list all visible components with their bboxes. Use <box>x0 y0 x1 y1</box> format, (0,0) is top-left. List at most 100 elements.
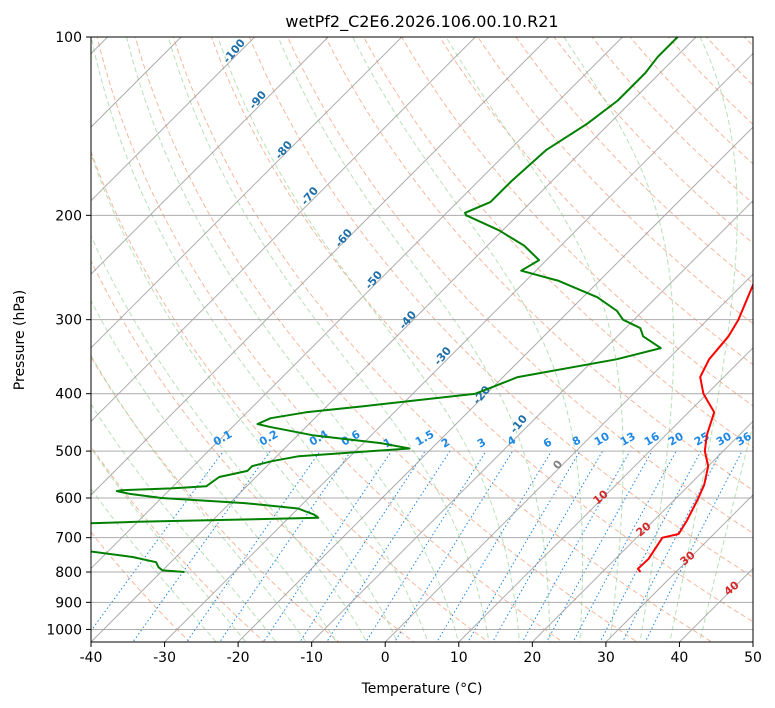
x-axis-ticks: -40 -30 -20 -10 0 10 20 30 40 50 <box>80 642 762 666</box>
dry-adiabat <box>515 37 753 284</box>
dry-adiabat-label: 10 <box>591 487 611 507</box>
mixing-ratio-line <box>132 450 271 642</box>
moist-adiabat-label: -70 <box>298 184 321 208</box>
mixing-ratio-line <box>299 450 426 642</box>
y-tick-label: 700 <box>55 531 82 547</box>
dry-adiabat <box>667 37 753 126</box>
moist-adiabat-label: -100 <box>220 36 248 66</box>
isotherm <box>91 37 624 570</box>
grid-lines <box>91 37 753 642</box>
mixing-ratio-line <box>467 450 581 642</box>
x-tick-label: 20 <box>523 650 541 666</box>
moist-adiabat-label: -80 <box>272 138 295 162</box>
y-tick-label: 500 <box>55 444 82 460</box>
dry-adiabat-label: 30 <box>678 548 698 568</box>
moist-adiabat-label: -10 <box>507 412 530 436</box>
dry-adiabat <box>439 37 753 366</box>
dry-adiabat <box>477 37 753 325</box>
moist-adiabat-label: -60 <box>332 226 355 250</box>
x-tick-label: 50 <box>744 650 762 666</box>
moist-adiabat-label: -40 <box>396 308 419 332</box>
moist-adiabat-label: -90 <box>246 88 269 112</box>
x-tick-label: 0 <box>381 650 390 666</box>
x-tick-label: 30 <box>597 650 615 666</box>
moist-adiabat <box>91 487 217 642</box>
dry-adiabat <box>91 531 191 642</box>
isotherm <box>163 52 753 642</box>
dry-adiabat <box>553 37 753 244</box>
y-tick-label: 100 <box>55 30 82 46</box>
dry-adiabat <box>325 37 753 491</box>
dry-adiabat <box>172 37 713 642</box>
dry-adiabat <box>705 37 753 86</box>
dry-adiabat <box>248 37 753 578</box>
y-tick-label: 300 <box>55 313 82 329</box>
y-tick-label: 1000 <box>46 622 82 638</box>
reference-lines <box>91 24 775 654</box>
mixing-ratio-label: 3 <box>475 436 488 451</box>
isotherm <box>531 420 753 642</box>
mixing-ratio-label: 16 <box>642 430 662 449</box>
moist-adiabat <box>669 37 738 642</box>
dry-adiabat <box>91 445 266 642</box>
x-tick-label: 40 <box>671 650 689 666</box>
isotherm <box>91 37 329 275</box>
isotherm <box>605 494 753 642</box>
isotherm <box>91 37 256 202</box>
moist-adiabat <box>91 447 247 642</box>
dry-adiabat <box>96 37 564 642</box>
mixing-ratio-line <box>492 450 604 642</box>
reference-labels: 0.1 0.2 0.4 0.6 1 1.5 2 3 4 6 8 10 13 16 20 25 30 36-100-… <box>211 36 754 598</box>
mixing-ratio-label: 0.2 <box>257 428 280 449</box>
dry-adiabat <box>134 37 639 642</box>
x-axis-label: Temperature (°C) <box>361 681 483 697</box>
isotherm <box>91 37 550 496</box>
dry-adiabat <box>743 37 753 47</box>
y-axis-ticks: 100 200 300 400 500 600 700 800 900 1000 <box>46 30 91 638</box>
moist-adiabat <box>563 37 675 642</box>
dry-adiabat <box>91 150 489 642</box>
dry-adiabat <box>770 24 775 654</box>
moist-adiabat <box>91 234 368 642</box>
y-axis-label: Pressure (hPa) <box>12 290 28 390</box>
moist-adiabat <box>91 37 429 642</box>
x-tick-label: -20 <box>227 650 250 666</box>
plot-frame <box>90 36 754 643</box>
mixing-ratio-label: 1.5 <box>413 428 436 449</box>
mixing-ratio-line <box>394 450 514 642</box>
dry-adiabat <box>363 37 753 449</box>
mixing-ratio-label: 0.4 <box>307 427 331 448</box>
moist-adiabat <box>91 152 398 642</box>
isotherm <box>91 37 182 128</box>
mixing-ratio-label: 2 <box>439 436 452 451</box>
mixing-ratio-label: 13 <box>618 430 638 449</box>
x-tick-label: -40 <box>80 650 103 666</box>
moist-adiabat-label: 0 <box>550 457 565 471</box>
chart-title: wetPf2_C2E6.2026.106.00.10.R21 <box>285 12 558 32</box>
dry-adiabat <box>91 356 340 642</box>
mixing-ratio-label: 6 <box>541 435 554 450</box>
temperature-profile <box>636 282 753 573</box>
isotherm <box>310 199 753 642</box>
mixing-ratio-label: 36 <box>734 430 754 449</box>
dewpoint-profile <box>91 37 679 573</box>
y-tick-label: 800 <box>55 565 82 581</box>
moist-adiabat <box>699 422 753 642</box>
dry-adiabat <box>286 37 753 534</box>
moist-adiabat-label: -30 <box>431 344 454 368</box>
isotherm <box>91 37 477 423</box>
moist-adiabat <box>217 37 520 642</box>
moist-adiabat-label: -50 <box>362 268 385 292</box>
isotherm <box>384 273 753 642</box>
moist-adiabat <box>126 37 460 642</box>
y-tick-label: 600 <box>55 491 82 507</box>
dry-adiabat <box>629 37 753 165</box>
dry-adiabat <box>401 37 753 407</box>
x-tick-label: -10 <box>300 650 323 666</box>
isotherm <box>91 37 403 349</box>
y-tick-label: 400 <box>55 387 82 403</box>
x-tick-label: -30 <box>153 650 176 666</box>
isotherm <box>237 126 753 642</box>
mixing-ratio-label: 30 <box>714 430 734 449</box>
mixing-ratio-line <box>262 450 392 642</box>
